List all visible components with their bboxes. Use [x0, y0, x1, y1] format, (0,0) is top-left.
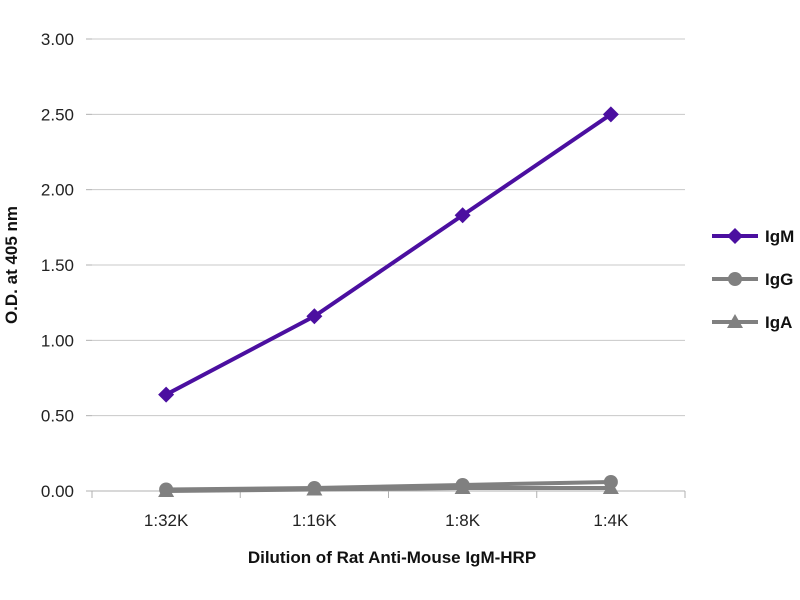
data-point-igm	[602, 106, 619, 123]
y-tick-label: 0.50	[41, 407, 74, 426]
series-igg	[159, 474, 618, 497]
y-tick-label: 2.00	[41, 181, 74, 200]
series-layer	[158, 106, 619, 497]
y-tick-label: 3.00	[41, 30, 74, 49]
legend-item-igm: IgM	[712, 227, 794, 246]
y-tick-labels: 0.00 0.50 1.00 1.50 2.00 2.50 3.00	[41, 30, 74, 501]
y-tick-label: 2.50	[41, 105, 74, 124]
data-point-igg	[455, 477, 470, 492]
x-axis: 1:32K 1:16K 1:8K 1:4K	[91, 490, 686, 530]
legend-marker	[728, 272, 742, 286]
legend-marker	[727, 314, 743, 328]
legend-label: IgM	[765, 227, 794, 246]
y-tick-label: 0.00	[41, 482, 74, 501]
y-gridlines	[86, 38, 685, 492]
series-line-igm	[165, 112, 613, 397]
legend: IgM IgG IgA	[712, 227, 794, 332]
x-tick-label: 1:16K	[292, 511, 337, 530]
y-axis-title: O.D. at 405 nm	[2, 206, 21, 324]
x-tick-label: 1:32K	[144, 511, 189, 530]
data-point-igg	[159, 482, 174, 497]
legend-item-igg: IgG	[712, 270, 793, 289]
legend-label: IgA	[765, 313, 792, 332]
legend-marker	[727, 228, 743, 244]
data-point-igm	[306, 308, 323, 325]
data-point-igg	[603, 474, 618, 489]
y-tick-label: 1.50	[41, 256, 74, 275]
legend-label: IgG	[765, 270, 793, 289]
data-point-igm	[454, 207, 471, 224]
y-tick-label: 1.00	[41, 331, 74, 350]
x-tick-label: 1:8K	[445, 511, 481, 530]
data-point-igm	[158, 386, 175, 403]
legend-item-iga: IgA	[712, 313, 792, 332]
x-axis-title: Dilution of Rat Anti-Mouse IgM-HRP	[248, 548, 536, 567]
series-line-igg	[166, 479, 611, 492]
series-igm	[158, 106, 619, 403]
x-tick-label: 1:4K	[593, 511, 629, 530]
data-point-igg	[307, 480, 322, 495]
